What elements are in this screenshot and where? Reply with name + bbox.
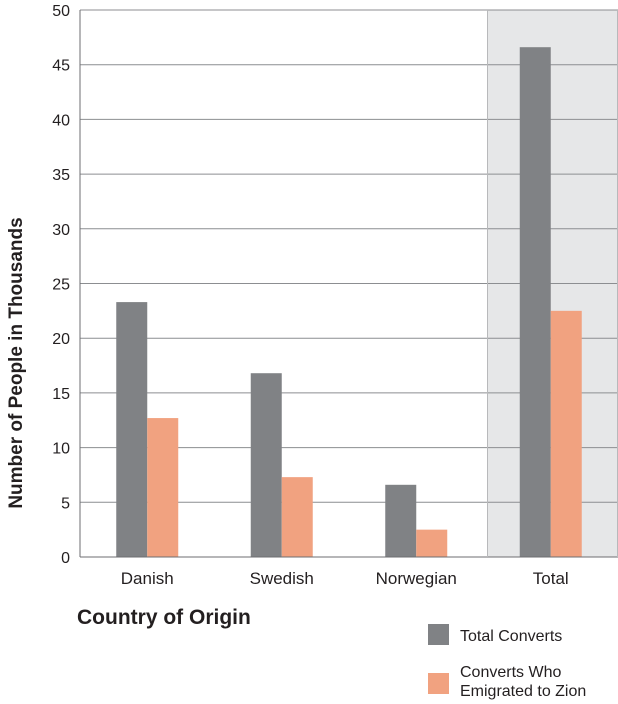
x-category-label: Total [533,569,569,588]
y-axis-label: Number of People in Thousands [6,217,27,508]
bar-0-swedish [250,373,282,557]
y-tick-label: 20 [52,331,70,348]
y-tick-label: 35 [52,167,70,184]
legend-label-emigrated-line-2: Emigrated to Zion [460,683,586,700]
bar-1-danish [147,418,179,557]
legend: Total Converts Converts Who Emigrated to… [428,624,586,700]
bar-1-total [550,310,582,557]
x-category-label: Swedish [250,569,314,588]
legend-label-emigrated-line-1: Converts Who [460,664,561,681]
y-tick-label: 10 [52,441,70,458]
x-category-label: Norwegian [376,569,457,588]
y-axis-ticks: 0 5 10 15 20 25 30 35 40 45 50 [52,3,70,567]
y-tick-label: 25 [52,277,70,294]
y-tick-label: 45 [52,58,70,75]
bar-1-norwegian [416,529,448,557]
legend-swatch-total-converts [428,624,449,645]
legend-label-emigrated: Converts Who Emigrated to Zion [460,664,586,700]
legend-label-total-converts: Total Converts [460,628,562,645]
legend-swatch-emigrated [428,673,449,694]
bar-0-danish [116,302,148,557]
bar-0-total [519,47,551,558]
bar-1-swedish [281,477,313,557]
y-tick-label: 15 [52,386,70,403]
x-axis-label: Country of Origin [77,606,251,629]
x-category-label: Danish [121,569,174,588]
x-axis-categories: Danish Swedish Norwegian Total [121,569,569,588]
y-tick-label: 30 [52,222,70,239]
bars [116,47,582,558]
y-tick-label: 50 [52,3,70,20]
bar-0-norwegian [385,484,417,557]
y-tick-label: 0 [61,550,70,567]
y-tick-label: 40 [52,112,70,129]
y-tick-label: 5 [61,495,70,512]
